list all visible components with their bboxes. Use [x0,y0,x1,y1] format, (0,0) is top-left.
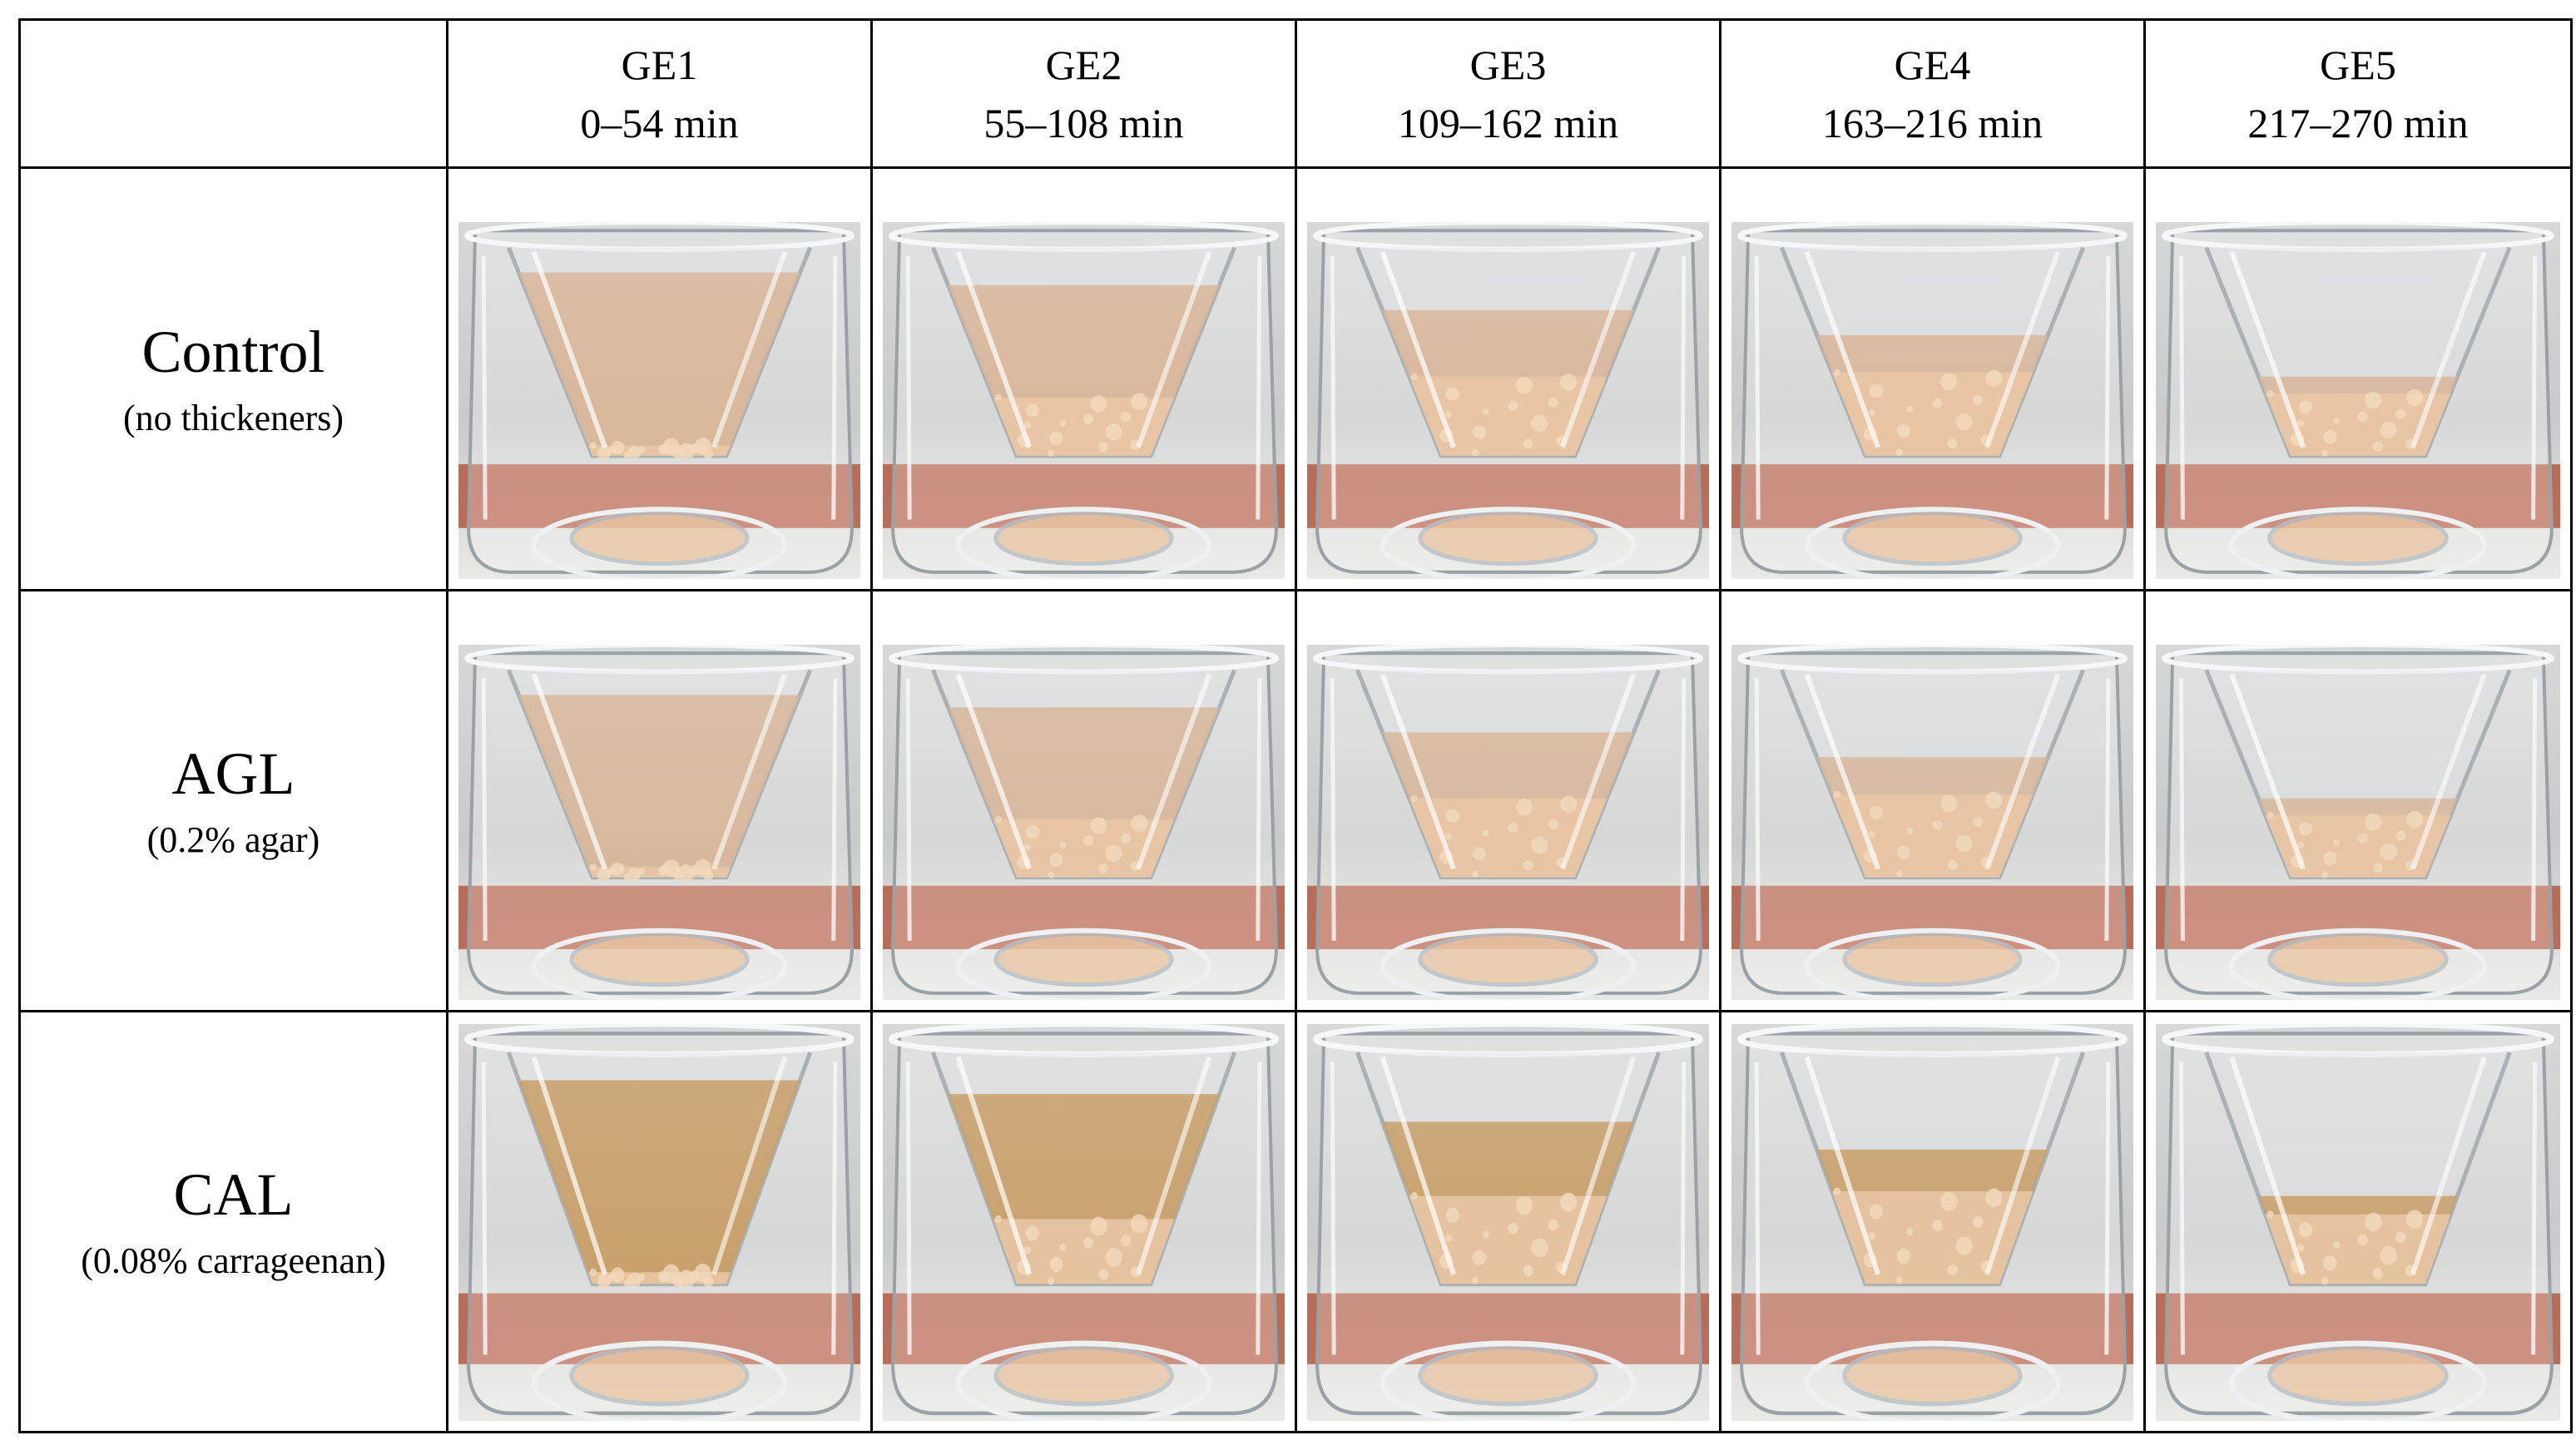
photo-cell [873,1012,1297,1433]
photo-cell [2146,591,2573,1012]
row-sublabel: (0.2% agar) [146,819,320,860]
photo-cell [1721,169,2146,591]
col-range: 0–54 min [580,99,739,146]
photo-cell [1297,169,1721,591]
vessel-photo [458,645,860,1000]
col-label: GE4 [1894,41,1971,88]
photo-cell [1297,591,1721,1012]
photo-cell [2146,169,2573,591]
vessel-photo [2156,222,2560,579]
col-label: GE2 [1045,41,1122,88]
vessel-photo [883,1024,1285,1421]
row-sublabel: (0.08% carrageenan) [81,1240,386,1281]
row-label-agl: AGL (0.2% agar) [21,591,448,1012]
col-header-ge2: GE2 55–108 min [873,21,1297,169]
photo-cell [448,169,873,591]
col-range: 109–162 min [1397,99,1619,146]
col-range: 55–108 min [983,99,1184,146]
row-label: Control [141,318,325,385]
col-label: GE3 [1469,41,1547,88]
vessel-photo [1731,1024,2133,1421]
col-header-ge3: GE3 109–162 min [1297,21,1721,169]
vessel-photo [2156,645,2560,1000]
row-label-control: Control (no thickeners) [21,169,448,591]
col-header-ge5: GE5 217–270 min [2146,21,2573,169]
figure-table: GE1 0–54 min GE2 55–108 min GE3 109–162 … [18,18,2573,1433]
vessel-photo [2156,1024,2560,1421]
photo-cell [2146,1012,2573,1433]
vessel-photo [1307,1024,1709,1421]
col-label: GE5 [2320,41,2396,88]
vessel-photo [883,222,1285,579]
row-label-cal: CAL (0.08% carrageenan) [21,1012,448,1433]
photo-cell [1297,1012,1721,1433]
vessel-photo [1307,222,1709,579]
col-range: 163–216 min [1821,99,2043,146]
vessel-photo [458,1024,860,1421]
col-header-ge1: GE1 0–54 min [448,21,873,169]
photo-cell [873,591,1297,1012]
corner-cell [21,21,448,169]
vessel-photo [1731,645,2133,1000]
col-range: 217–270 min [2247,99,2469,146]
photo-cell [1721,591,2146,1012]
photo-cell [448,591,873,1012]
vessel-photo [883,645,1285,1000]
col-label: GE1 [621,41,698,88]
photo-cell [1721,1012,2146,1433]
row-label: AGL [171,740,295,807]
row-sublabel: (no thickeners) [122,397,344,438]
col-header-ge4: GE4 163–216 min [1721,21,2146,169]
photo-cell [448,1012,873,1433]
vessel-photo [1731,222,2133,579]
vessel-photo [458,222,860,579]
vessel-photo [1307,645,1709,1000]
photo-cell [873,169,1297,591]
row-label: CAL [173,1160,294,1228]
